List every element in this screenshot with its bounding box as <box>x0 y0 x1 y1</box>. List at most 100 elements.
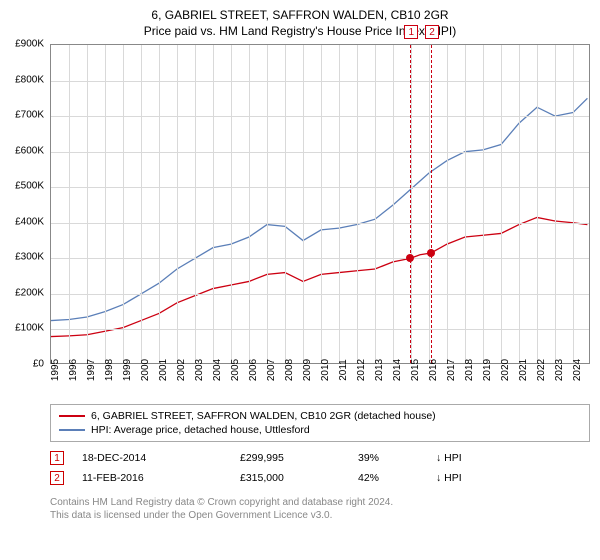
legend-swatch <box>59 429 85 431</box>
sale-price: £299,995 <box>240 452 340 464</box>
legend-item: HPI: Average price, detached house, Uttl… <box>59 423 581 437</box>
y-tick-label: £600K <box>0 145 44 156</box>
y-tick-label: £200K <box>0 287 44 298</box>
sale-marker <box>406 254 414 262</box>
footer-attribution: Contains HM Land Registry data © Crown c… <box>50 496 590 522</box>
gridline-v <box>105 45 106 363</box>
event-vline-label: 2 <box>425 25 439 39</box>
x-tick-label: 2013 <box>374 359 385 381</box>
gridline-v <box>195 45 196 363</box>
y-tick-label: £400K <box>0 216 44 227</box>
sale-date: 11-FEB-2016 <box>82 472 222 484</box>
x-tick-label: 2023 <box>554 359 565 381</box>
sale-date: 18-DEC-2014 <box>82 452 222 464</box>
sale-row: 118-DEC-2014£299,99539%↓ HPI <box>50 448 590 468</box>
legend-label: HPI: Average price, detached house, Uttl… <box>91 424 310 436</box>
x-tick-label: 1997 <box>86 359 97 381</box>
sales-table: 1 18-DEC-2014 £299,995 39% ↓ HPI 2 11-FEB-2016… <box>50 448 590 488</box>
gridline-v <box>123 45 124 363</box>
gridline-v <box>267 45 268 363</box>
gridline-h <box>51 223 589 224</box>
gridline-h <box>51 81 589 82</box>
gridline-v <box>519 45 520 363</box>
gridline-v <box>339 45 340 363</box>
x-tick-label: 2002 <box>176 359 187 381</box>
gridline-v <box>465 45 466 363</box>
gridline-h <box>51 329 589 330</box>
x-tick-label: 2020 <box>500 359 511 381</box>
x-tick-label: 1996 <box>68 359 79 381</box>
x-tick-label: 2001 <box>158 359 169 381</box>
gridline-v <box>249 45 250 363</box>
x-tick-label: 2018 <box>464 359 475 381</box>
sale-row-marker: 1 <box>50 451 64 465</box>
legend-swatch <box>59 415 85 417</box>
sale-price: £315,000 <box>240 472 340 484</box>
sale-pct: 39% <box>358 452 418 464</box>
y-tick-label: £100K <box>0 323 44 334</box>
x-tick-label: 2022 <box>536 359 547 381</box>
legend-label: 6, GABRIEL STREET, SAFFRON WALDEN, CB10 … <box>91 410 436 422</box>
gridline-v <box>375 45 376 363</box>
gridline-v <box>357 45 358 363</box>
gridline-v <box>213 45 214 363</box>
event-vline-label: 1 <box>404 25 418 39</box>
x-tick-label: 2000 <box>140 359 151 381</box>
x-tick-label: 2019 <box>482 359 493 381</box>
y-tick-label: £300K <box>0 252 44 263</box>
x-tick-label: 2015 <box>410 359 421 381</box>
y-tick-label: £0 <box>0 359 44 370</box>
gridline-v <box>285 45 286 363</box>
gridline-v <box>303 45 304 363</box>
gridline-v <box>321 45 322 363</box>
sale-marker <box>427 249 435 257</box>
footer-line-2: This data is licensed under the Open Gov… <box>50 509 590 522</box>
footer-line-1: Contains HM Land Registry data © Crown c… <box>50 496 590 509</box>
x-tick-label: 2005 <box>230 359 241 381</box>
x-tick-label: 2003 <box>194 359 205 381</box>
plot-area: 12 <box>50 44 590 364</box>
event-vline: 1 <box>410 45 411 363</box>
y-tick-label: £900K <box>0 39 44 50</box>
x-tick-label: 2017 <box>446 359 457 381</box>
chart-title: 6, GABRIEL STREET, SAFFRON WALDEN, CB10 … <box>0 0 600 22</box>
x-tick-label: 2024 <box>572 359 583 381</box>
x-tick-label: 1998 <box>104 359 115 381</box>
gridline-h <box>51 294 589 295</box>
gridline-v <box>447 45 448 363</box>
x-tick-label: 2010 <box>320 359 331 381</box>
x-tick-label: 2016 <box>428 359 439 381</box>
legend-item: 6, GABRIEL STREET, SAFFRON WALDEN, CB10 … <box>59 409 581 423</box>
x-tick-label: 2011 <box>338 359 349 381</box>
sale-pct: 42% <box>358 472 418 484</box>
gridline-v <box>501 45 502 363</box>
chart-area: 12 £0£100K£200K£300K£400K£500K£600K£700K… <box>50 44 590 364</box>
x-tick-label: 2014 <box>392 359 403 381</box>
gridline-v <box>87 45 88 363</box>
x-tick-label: 2008 <box>284 359 295 381</box>
gridline-v <box>393 45 394 363</box>
x-tick-label: 2004 <box>212 359 223 381</box>
chart-subtitle: Price paid vs. HM Land Registry's House … <box>0 22 600 44</box>
y-tick-label: £500K <box>0 181 44 192</box>
sale-row-marker: 2 <box>50 471 64 485</box>
chart-container: 6, GABRIEL STREET, SAFFRON WALDEN, CB10 … <box>0 0 600 560</box>
gridline-v <box>483 45 484 363</box>
gridline-h <box>51 152 589 153</box>
legend-box: 6, GABRIEL STREET, SAFFRON WALDEN, CB10 … <box>50 404 590 442</box>
x-tick-label: 2007 <box>266 359 277 381</box>
event-vline: 2 <box>431 45 432 363</box>
x-tick-label: 2006 <box>248 359 259 381</box>
gridline-v <box>555 45 556 363</box>
sale-row: 2 11-FEB-2016 £315,000 42% ↓ HPI <box>50 468 590 488</box>
x-tick-label: 1999 <box>122 359 133 381</box>
sale-arrow: ↓ HPI <box>436 472 516 484</box>
gridline-v <box>159 45 160 363</box>
gridline-h <box>51 116 589 117</box>
x-tick-label: 2012 <box>356 359 367 381</box>
series-line <box>51 98 587 320</box>
x-tick-label: 2021 <box>518 359 529 381</box>
y-tick-label: £800K <box>0 74 44 85</box>
x-tick-label: 2009 <box>302 359 313 381</box>
gridline-v <box>429 45 430 363</box>
